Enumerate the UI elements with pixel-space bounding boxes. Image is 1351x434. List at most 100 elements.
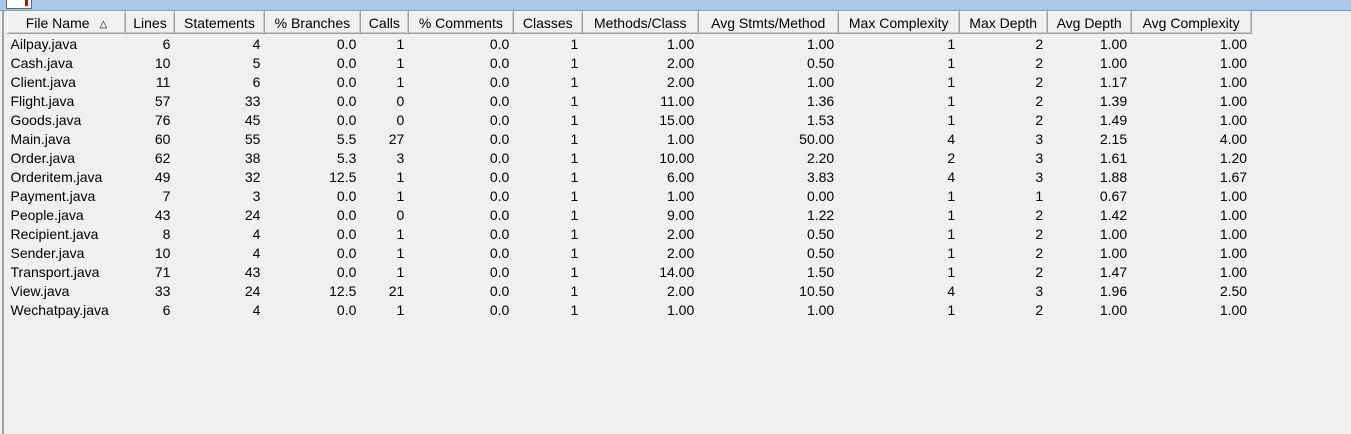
metric-cell: 0.0 — [489, 301, 510, 318]
metric-cell: 1.00 — [1219, 206, 1248, 223]
metric-cell: 1 — [396, 54, 405, 71]
metric-cell: 1 — [396, 244, 405, 261]
table-row[interactable]: Flight.java 57 33 0.0 0 0.0 1 11.00 1.36 1 2 1.39 1.… — [8, 91, 1351, 110]
table-row[interactable]: View.java 33 24 12.5 21 0.0 1 2.00 10.50 4 3 1.96 2.… — [8, 281, 1351, 300]
metric-cell: 1.39 — [1099, 92, 1128, 109]
header-filler — [1250, 11, 1351, 34]
metric-cell: 1.96 — [1099, 282, 1128, 299]
table-row[interactable]: Recipient.java 8 4 0.0 1 0.0 1 2.00 0.50 1 2 1.00 1.… — [8, 224, 1351, 243]
metric-cell: 1.00 — [667, 130, 695, 147]
metric-cell: 1.50 — [806, 263, 835, 280]
metric-cell: 1.00 — [667, 301, 695, 318]
metric-cell: 4 — [947, 282, 956, 299]
column-header-label: % Branches — [274, 14, 351, 31]
metric-cell: 2 — [1035, 263, 1044, 280]
column-header-avg-complexity[interactable]: Avg Complexity — [1130, 11, 1252, 34]
table-row[interactable]: Transport.java 71 43 0.0 1 0.0 1 14.00 1.50 1 2 1.4… — [8, 262, 1351, 281]
metric-cell: 1.22 — [806, 206, 835, 223]
metric-cell: 1 — [570, 206, 579, 223]
file-name-cell: Recipient.java — [10, 225, 99, 242]
column-header-branches[interactable]: % Branches — [263, 11, 361, 34]
metric-cell: 1.17 — [1099, 73, 1128, 90]
metric-cell: 3 — [1035, 282, 1044, 299]
table-row[interactable]: Goods.java 76 45 0.0 0 0.0 1 15.00 1.53 1 2 1.49 1.0… — [8, 110, 1351, 129]
metric-cell: 1 — [570, 187, 579, 204]
metric-cell: 6 — [162, 35, 171, 52]
table-row[interactable]: Client.java 11 6 0.0 1 0.0 1 2.00 1.00 1 2 1.17 1.00 — [8, 72, 1351, 91]
metric-cell: 1 — [396, 225, 405, 242]
column-header-avg-stmts-method[interactable]: Avg Stmts/Method — [697, 11, 839, 34]
metric-cell: 1 — [947, 92, 956, 109]
metric-cell: 3 — [1035, 168, 1044, 185]
table-row[interactable]: Orderitem.java 49 32 12.5 1 0.0 1 6.00 3.83 4 3 1.8… — [8, 167, 1351, 186]
metric-cell: 1 — [570, 111, 579, 128]
metric-cell: 2.20 — [806, 149, 835, 166]
metric-cell: 0.0 — [489, 263, 510, 280]
metric-cell: 0.0 — [336, 73, 357, 90]
metric-cell: 0.0 — [489, 73, 510, 90]
metric-cell: 8 — [162, 225, 171, 242]
file-name-cell: Orderitem.java — [10, 168, 103, 185]
column-header-max-depth[interactable]: Max Depth — [958, 11, 1048, 34]
metric-cell: 0 — [396, 111, 405, 128]
metric-cell: 0.0 — [336, 35, 357, 52]
file-name-cell: Flight.java — [10, 92, 75, 109]
metric-cell: 9.00 — [667, 206, 695, 223]
metric-cell: 1.00 — [1219, 225, 1248, 242]
file-name-cell: Transport.java — [10, 263, 100, 280]
metric-cell: 32 — [244, 168, 261, 185]
metric-cell: 14.00 — [659, 263, 695, 280]
metric-cell: 0.0 — [489, 149, 510, 166]
metric-cell: 1.00 — [1099, 225, 1128, 242]
metric-cell: 1.00 — [1099, 54, 1128, 71]
metric-cell: 2 — [1035, 225, 1044, 242]
metrics-table-panel: File Name △ Lines Statements % Branches Calls… — [2, 11, 1351, 434]
metric-cell: 2 — [1035, 111, 1044, 128]
metric-cell: 4 — [252, 244, 261, 261]
metric-cell: 1 — [947, 244, 956, 261]
table-row[interactable]: Order.java 62 38 5.3 3 0.0 1 10.00 2.20 2 3 1.61 1.2… — [8, 148, 1351, 167]
metric-cell: 50.00 — [799, 130, 835, 147]
metric-cell: 2.50 — [1219, 282, 1248, 299]
metric-cell: 2 — [947, 149, 956, 166]
column-header-file-name[interactable]: File Name △ — [7, 11, 126, 34]
table-row[interactable]: Payment.java 7 3 0.0 1 0.0 1 1.00 0.00 1 1 0.67 1.00 — [8, 186, 1351, 205]
table-row[interactable]: Wechatpay.java 6 4 0.0 1 0.0 1 1.00 1.00 1 2 1.00 1.… — [8, 300, 1351, 319]
table-row[interactable]: Ailpay.java 6 4 0.0 1 0.0 1 1.00 1.00 1 2 1.00 1.00 — [8, 34, 1351, 54]
metric-cell: 10.00 — [659, 149, 695, 166]
table-row[interactable]: People.java 43 24 0.0 0 0.0 1 9.00 1.22 1 2 1.42 1.0… — [8, 205, 1351, 224]
column-header-lines[interactable]: Lines — [124, 11, 175, 34]
metric-cell: 1 — [396, 73, 405, 90]
column-header-calls[interactable]: Calls — [359, 11, 409, 34]
column-header-methods-class[interactable]: Methods/Class — [581, 11, 699, 34]
column-header-statements[interactable]: Statements — [173, 11, 265, 34]
table-row[interactable]: Sender.java 10 4 0.0 1 0.0 1 2.00 0.50 1 2 1.00 1.00 — [8, 243, 1351, 262]
column-header-label: Methods/Class — [593, 14, 687, 31]
metric-cell: 0.0 — [336, 225, 357, 242]
metric-cell: 0.0 — [336, 54, 357, 71]
column-header-label: Lines — [133, 14, 167, 31]
metric-cell: 1 — [570, 54, 579, 71]
metric-cell: 1 — [570, 244, 579, 261]
metric-cell: 1 — [947, 225, 956, 242]
column-header-max-complexity[interactable]: Max Complexity — [837, 11, 960, 34]
metric-cell: 1.00 — [1219, 263, 1248, 280]
table-row[interactable]: Cash.java 10 5 0.0 1 0.0 1 2.00 0.50 1 2 1.00 1.00 — [8, 53, 1351, 72]
metric-cell: 10.50 — [799, 282, 835, 299]
column-header-avg-depth[interactable]: Avg Depth — [1046, 11, 1132, 34]
metric-cell: 1 — [570, 225, 579, 242]
metric-cell: 5.5 — [336, 130, 357, 147]
metric-cell: 1.00 — [1219, 244, 1248, 261]
metric-cell: 2.00 — [667, 73, 695, 90]
metric-cell: 1 — [1035, 187, 1044, 204]
metric-cell: 11.00 — [660, 92, 695, 109]
column-header-comments[interactable]: % Comments — [407, 11, 514, 34]
metric-cell: 1 — [570, 35, 579, 52]
table-row[interactable]: Main.java 60 55 5.5 27 0.0 1 1.00 50.00 4 3 2.15 4.0… — [8, 129, 1351, 148]
column-header-classes[interactable]: Classes — [512, 11, 583, 34]
metric-cell: 4 — [947, 130, 956, 147]
metric-cell: 6.00 — [667, 168, 695, 185]
table-header-row: File Name △ Lines Statements % Branches Calls… — [7, 11, 1351, 34]
metric-cell: 1.00 — [1219, 301, 1248, 318]
metric-cell: 1 — [396, 263, 405, 280]
